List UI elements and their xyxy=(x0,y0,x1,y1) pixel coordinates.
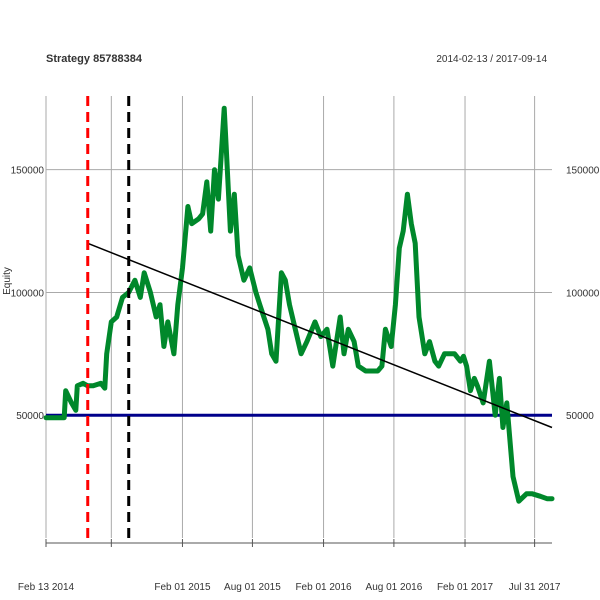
y-tick-label-right: 100000 xyxy=(566,288,600,299)
tick-labels: Feb 13 2014 Feb 01 2015 Aug 01 2015 Feb 01 … xyxy=(11,166,600,593)
chart-title: Strategy 85788384 xyxy=(46,53,143,65)
equity-series-line xyxy=(43,105,555,504)
y-tick-label-left: 150000 xyxy=(11,166,45,177)
y-axis-label: Equity xyxy=(2,267,13,295)
overlay-layer xyxy=(86,96,553,538)
y-tick-label-left: 100000 xyxy=(11,288,45,299)
x-tick-label: Jul 31 2017 xyxy=(509,582,561,593)
grid xyxy=(45,96,552,547)
y-tick-label-right: 50000 xyxy=(566,411,594,422)
x-tick-label: Feb 13 2014 xyxy=(18,582,75,593)
date-range-label: 2014-02-13 / 2017-09-14 xyxy=(436,54,547,65)
series-layer xyxy=(43,105,555,504)
y-tick-label-right: 150000 xyxy=(566,166,600,177)
x-tick-label: Aug 01 2016 xyxy=(366,582,423,593)
trend-line xyxy=(87,242,553,429)
x-tick-label: Feb 01 2015 xyxy=(154,582,211,593)
x-tick-label: Aug 01 2015 xyxy=(224,582,281,593)
y-tick-label-left: 50000 xyxy=(16,411,44,422)
x-tick-label: Feb 01 2017 xyxy=(437,582,494,593)
x-tick-label: Feb 01 2016 xyxy=(295,582,352,593)
